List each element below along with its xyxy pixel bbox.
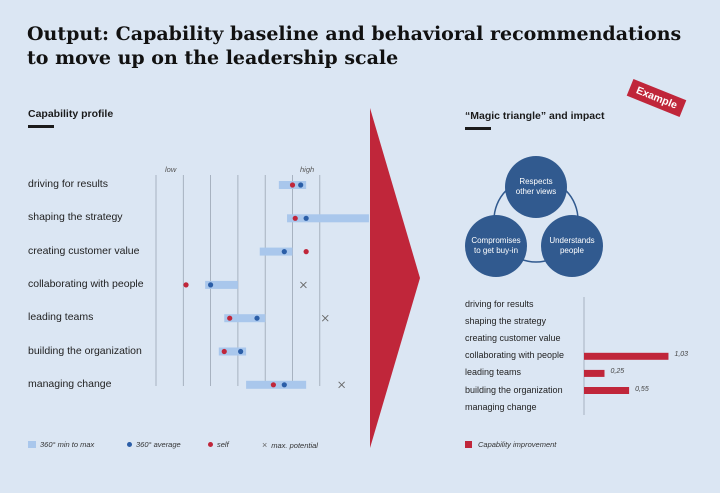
legend-average-label: 360° average [136, 440, 181, 449]
potential-cross-icon [371, 348, 378, 355]
potential-cross-icon [379, 181, 386, 189]
circle-right-line-1: Understands [549, 236, 595, 245]
legend-range: 360° min to max [28, 440, 94, 449]
range-bar [224, 314, 266, 323]
average-dot-swatch [127, 442, 132, 447]
capability-row-label: building the organization [28, 344, 142, 357]
improvement-row-label: driving for results [465, 299, 534, 309]
chevron-right-icon [370, 108, 420, 448]
average-dot [254, 315, 260, 321]
potential-cross-icon [371, 214, 378, 222]
potential-cross-icon [338, 381, 345, 389]
legend-improvement-label: Capability improvement [478, 440, 557, 449]
improvement-row-label: building the organization [465, 384, 563, 395]
range-swatch [28, 441, 36, 448]
circle-respects-other-views: Respects other views [505, 156, 567, 218]
legend-average: 360° average [127, 440, 181, 449]
improvement-bar [584, 352, 669, 360]
circle-top-line-1: Respects [519, 177, 553, 186]
improvement-value: 0,25 [610, 368, 625, 376]
example-badge: Example [626, 78, 687, 118]
magic-triangle-heading: “Magic triangle” and impact [465, 110, 605, 122]
circle-left-line-1: Compromises [471, 236, 521, 245]
range-bar [287, 214, 369, 223]
improvement-marks [583, 297, 669, 415]
legend-range-label: 360° min to max [40, 440, 95, 449]
self-dot-swatch [208, 442, 213, 447]
circle-right-line-2: people [559, 246, 584, 255]
capability-row-label: creating customer value [28, 244, 140, 257]
magic-triangle-rule [465, 127, 491, 130]
legend-potential-label: max. potential [271, 440, 318, 450]
improvement-row-label: leading teams [465, 367, 522, 378]
average-dot [281, 382, 287, 388]
improvement-row-label: managing change [465, 401, 537, 412]
improvement-bar [584, 387, 630, 394]
average-dot [303, 215, 309, 221]
legend-self-label: self [217, 440, 229, 449]
title-line-1: Output: Capability baseline and behavior… [27, 23, 682, 45]
circle-compromises: Compromises to get buy-in [465, 215, 527, 277]
circle-understands-people: Understands people [541, 215, 603, 277]
circle-top-line-2: other views [515, 187, 557, 196]
cross-icon: × [262, 440, 268, 450]
improvement-value: 1,03 [674, 351, 689, 359]
improvement-bar [584, 369, 605, 377]
potential-cross-icon [300, 281, 307, 289]
legend-potential: × max. potential [262, 440, 318, 450]
self-dot [221, 348, 227, 355]
capability-row-label: shaping the strategy [28, 211, 123, 224]
range-bar [205, 280, 238, 289]
self-dot [270, 382, 276, 388]
legend-self: self [208, 440, 229, 449]
capability-profile-rule [28, 125, 54, 128]
self-dot [289, 182, 296, 188]
average-dot [208, 282, 214, 288]
profile-marks [183, 181, 395, 389]
capability-profile-heading: Capability profile [28, 108, 114, 120]
average-dot [238, 348, 244, 355]
improvement-value: 0,55 [635, 385, 649, 393]
profile-gridlines [155, 175, 321, 386]
capability-row-label: collaborating with people [28, 277, 144, 290]
improvement-swatch [465, 441, 472, 448]
axis-low-label: low [165, 165, 177, 174]
self-dot [303, 249, 309, 255]
self-dot [183, 282, 189, 288]
range-bar [278, 181, 307, 189]
self-dot [227, 315, 233, 321]
improvement-row-label: collaborating with people [465, 350, 565, 361]
page-title: Output: Capability baseline and behavior… [27, 22, 682, 70]
improvement-row-label: shaping the strategy [465, 316, 547, 327]
axis-high-label: high [300, 165, 315, 174]
self-dot [292, 215, 298, 221]
potential-cross-icon [387, 248, 395, 255]
improvement-row-label: creating customer value [465, 333, 561, 344]
capability-row-label: leading teams [28, 311, 94, 324]
average-dot [281, 249, 287, 255]
title-line-2: to move up on the leadership scale [27, 47, 399, 69]
capability-row-label: managing change [28, 377, 112, 390]
legend-improvement: Capability improvement [465, 440, 556, 449]
range-bar [246, 380, 307, 389]
circle-left-line-2: to get buy-in [473, 246, 519, 255]
range-bar [259, 247, 293, 256]
potential-cross-icon [321, 314, 329, 322]
range-bar [218, 347, 247, 356]
average-dot [298, 182, 304, 188]
capability-row-label: driving for results [28, 178, 108, 190]
